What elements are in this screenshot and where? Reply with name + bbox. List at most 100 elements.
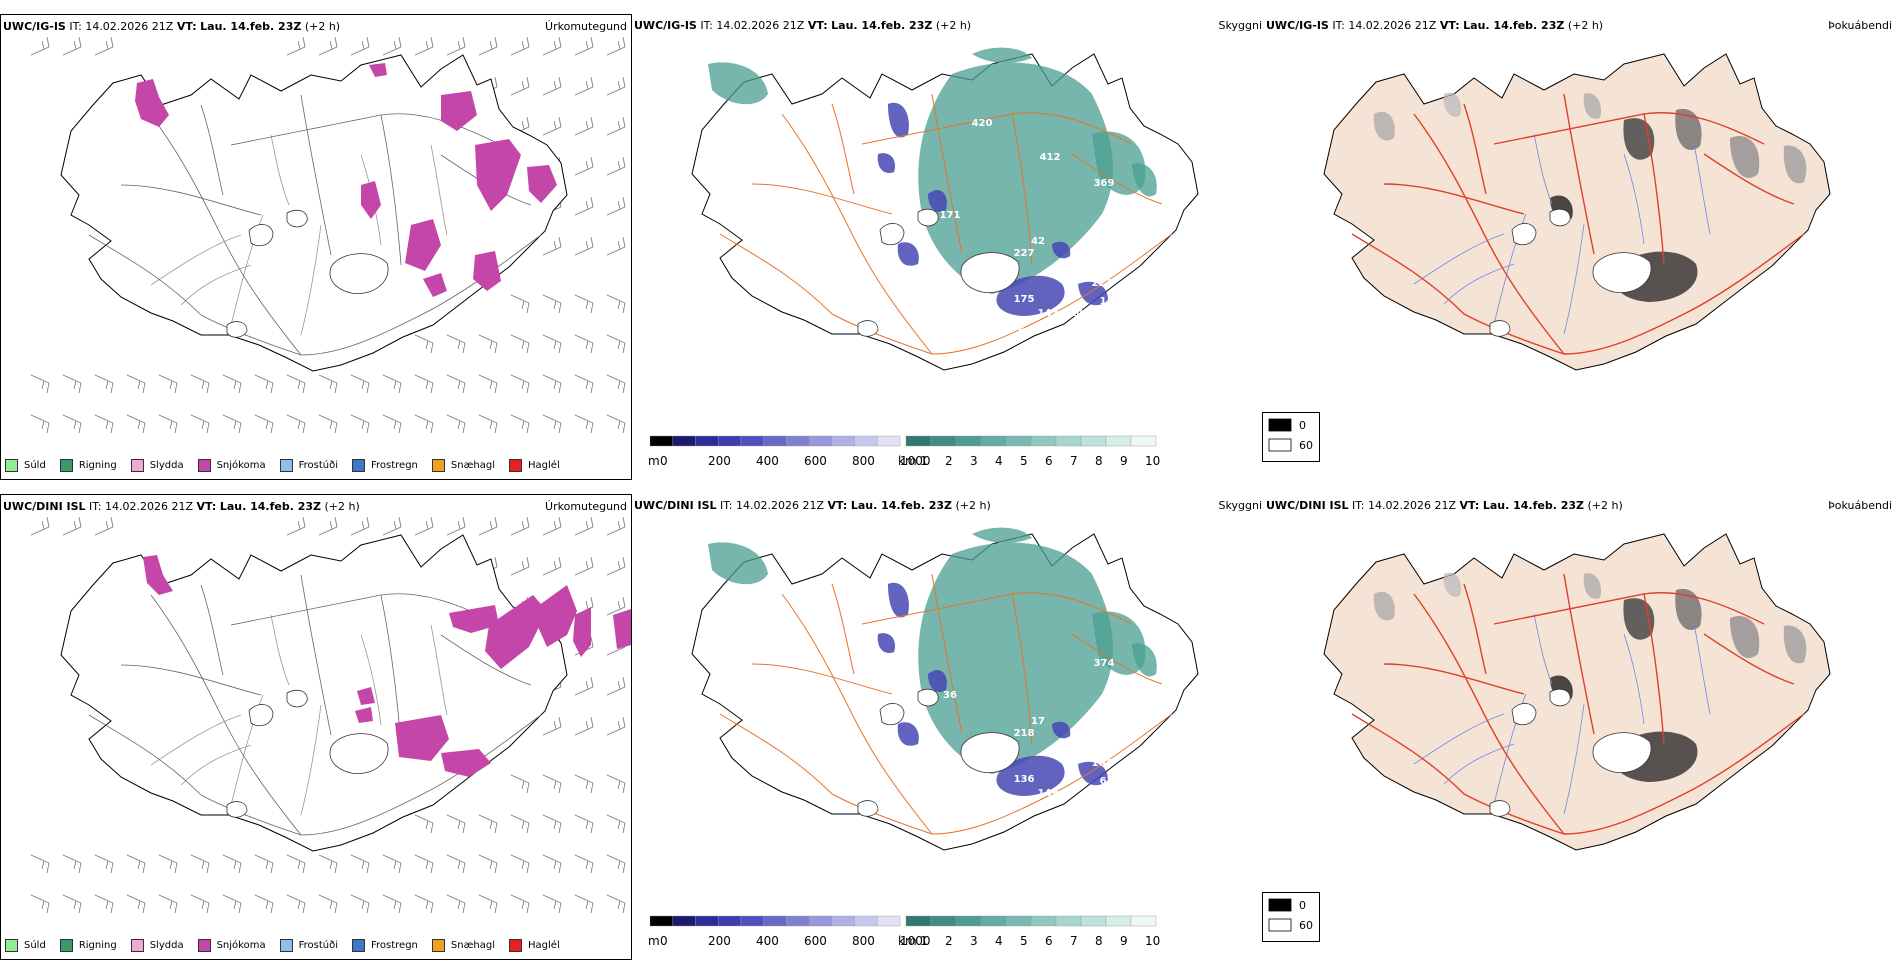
cloud-base-color-step [740,435,764,447]
river-line [1623,633,1645,725]
panel-title: Úrkomutegund [545,500,627,513]
wind-barb-flag [302,36,306,48]
wind-barb-flag [553,80,557,90]
fog-key-top: 0 60 [1262,412,1320,462]
wind-barb [542,334,562,354]
visibility-color-step [1080,435,1107,447]
wind-barb-flag [46,902,50,914]
wind-barb-flag [233,380,237,390]
wind-barb [318,516,338,536]
wind-barb-flag [302,422,306,434]
road-line [120,664,262,696]
wind-barb-flag [334,516,338,528]
snowfall-area [449,605,499,633]
wind-barb-flag [494,556,498,568]
wind-barb-flag [558,236,562,248]
wind-barb [606,516,626,536]
visibility-value-label: 136 [1014,774,1035,785]
road-line [230,593,502,626]
wind-barb-flag [398,422,402,434]
wind-barb [542,894,562,914]
cloud-base-color-step [672,435,696,447]
road-line [751,183,893,215]
wind-barb [382,374,402,394]
wind-barb-staff [414,854,434,864]
visibility-value-label: 15 [905,192,919,203]
low-cloud-base-area [928,669,947,693]
wind-barb-flag [398,902,402,914]
wind-barb-flag [457,820,461,830]
road-line [931,93,963,255]
wind-barb-staff [606,414,626,424]
wind-barb [574,414,594,434]
visibility-color-step [1055,435,1082,447]
fog-indicator-area [1783,625,1807,664]
wind-barb [574,556,594,576]
road-line [1563,93,1595,255]
wind-barb-flag [590,236,594,248]
cloud-base-unit: m [648,454,660,468]
wind-barb-flag [430,342,434,354]
wind-barb [446,414,466,434]
wind-barb-flag [590,76,594,88]
wind-barb-staff [542,374,562,384]
wind-barb-flag [585,820,589,830]
wind-barb-flag [105,380,109,390]
wind-barb-flag [398,36,402,48]
wind-barb-flag [521,900,525,910]
panel-header: UWC/IG-IS IT: 14.02.2026 21Z VT: Lau. 14… [634,19,972,32]
wind-barb-flag [41,40,45,50]
wind-barb-staff [606,86,626,96]
visibility-tick: 3 [970,454,978,468]
wind-barb-flag [105,520,109,530]
low-cloud-base-area [888,582,909,618]
wind-barb [62,854,82,874]
wind-barb [510,76,530,96]
wind-barb-flag [585,420,589,430]
wind-barb [574,334,594,354]
glacier-langjokull [879,703,905,726]
wind-barb-flag [494,862,498,874]
wind-barb-flag [622,782,626,794]
precip-type-map [30,516,631,914]
wind-barb-flag [142,862,146,874]
glacier-myrdalsjokull [857,320,879,337]
wind-barb-staff [318,894,338,904]
wind-barb-staff [606,606,626,616]
wind-barb-staff [606,854,626,864]
wind-barb-staff [574,86,594,96]
wind-barb-flag [425,40,429,50]
wind-barb [254,374,274,394]
legend-label: Frostregn [371,459,418,471]
wind-barb-flag [494,76,498,88]
legend-label: Snæhagl [450,939,496,951]
wind-barb-staff [62,894,82,904]
glacier-vatnajokull-south [1592,732,1652,774]
wind-barb-staff [62,374,82,384]
visibility-value-label: 218 [1014,728,1035,739]
road-line [1413,593,1565,835]
wind-barb-flag [430,822,434,834]
snowfall-area [573,607,591,657]
visibility-value-label: 615 [1100,776,1121,787]
wind-barb-flag [233,860,237,870]
low-cloud-base-area [897,722,919,746]
wind-barb-flag [521,340,525,350]
cloud-base-color-step [877,915,901,927]
wind-barb [286,854,306,874]
low-visibility-area [1092,611,1146,675]
visibility-value-label: 221 [1092,278,1113,289]
cloud-base-color-step [786,915,810,927]
wind-barb [62,374,82,394]
wind-barb-flag [526,862,530,874]
wind-barb-flag [494,516,498,528]
visibility-value-label: 374 [1094,658,1115,669]
legend-label: Haglél [528,459,560,471]
wind-barb-flag [617,120,621,130]
wind-barb-flag [201,900,205,910]
wind-barb-flag [297,860,301,870]
river-line [1693,143,1711,235]
wind-barb-staff [158,854,178,864]
wind-barb-flag [393,420,397,430]
road-line [719,713,933,835]
